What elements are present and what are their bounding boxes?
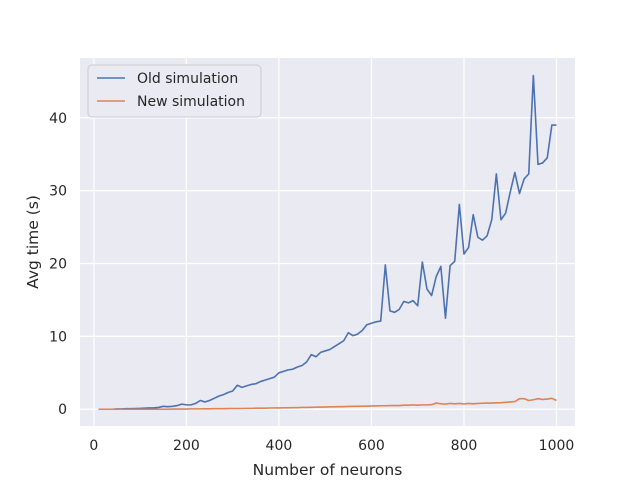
- plot-background: [80, 58, 575, 426]
- y-tick-label: 40: [49, 111, 67, 127]
- legend-label-new-simulation: New simulation: [137, 94, 245, 110]
- series-line-old-simulation: [98, 74, 557, 411]
- x-axis-label: Number of neurons: [253, 461, 403, 479]
- x-tick-label: 0: [89, 438, 98, 454]
- x-tick-labels: 0 200 400 600 800 1000: [89, 438, 574, 454]
- y-tick-label: 10: [49, 329, 67, 345]
- y-axis-label: Avg time (s): [24, 195, 42, 289]
- grid-lines: [80, 58, 575, 426]
- legend: Old simulation New simulation: [87, 64, 262, 118]
- x-tick-label: 800: [451, 438, 478, 454]
- y-tick-label: 30: [49, 184, 67, 200]
- series-line-new-simulation: [98, 397, 557, 411]
- x-tick-label: 400: [266, 438, 293, 454]
- x-tick-label: 200: [173, 438, 200, 454]
- y-tick-label: 0: [58, 402, 67, 418]
- y-tick-label: 20: [49, 256, 67, 272]
- series-layer: [98, 74, 557, 411]
- x-tick-label: 1000: [539, 438, 575, 454]
- legend-label-old-simulation: Old simulation: [137, 71, 238, 87]
- legend-box: [87, 64, 262, 118]
- x-tick-label: 600: [358, 438, 385, 454]
- y-tick-labels: 0 10 20 30 40: [49, 111, 67, 418]
